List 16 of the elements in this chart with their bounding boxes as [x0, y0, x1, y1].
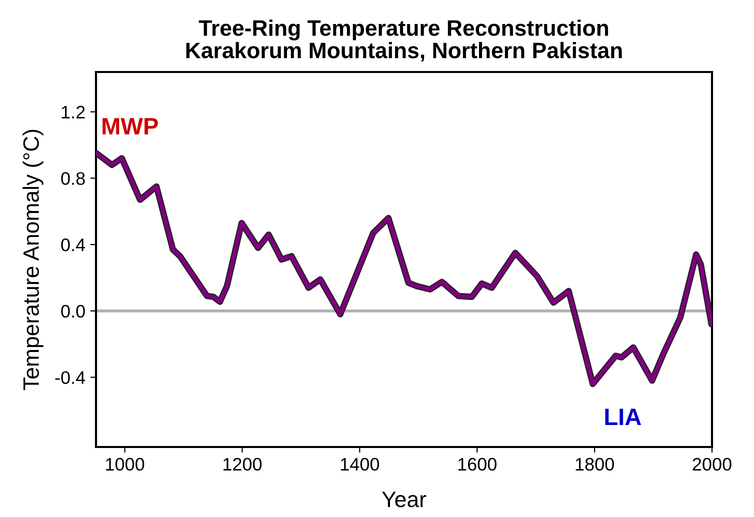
y-tick-label: 1.2 — [62, 106, 85, 118]
x-tick-label: 1200 — [224, 458, 262, 471]
chart-title: Tree-Ring Temperature Reconstruction Karakorum Mountains, Northern Pakistan — [186, 20, 622, 62]
x-tick-label: 2000 — [692, 458, 732, 471]
y-tick-label: 0.8 — [61, 172, 85, 185]
y-axis-title: Temperature Anomaly (°C) — [22, 130, 44, 390]
x-axis-title: Year — [382, 492, 426, 508]
annotation: MWP — [102, 118, 158, 134]
x-tick-label: 1000 — [106, 458, 144, 471]
y-tick-label: 0.4 — [61, 238, 86, 252]
annotation: LIA — [605, 408, 642, 425]
x-tick-label: 1400 — [340, 458, 380, 471]
x-tick-label: 1800 — [576, 458, 614, 471]
x-tick-label: 1600 — [458, 458, 496, 471]
y-tick-label: -0.4 — [55, 371, 86, 384]
y-tick-label: 0.0 — [61, 304, 85, 318]
